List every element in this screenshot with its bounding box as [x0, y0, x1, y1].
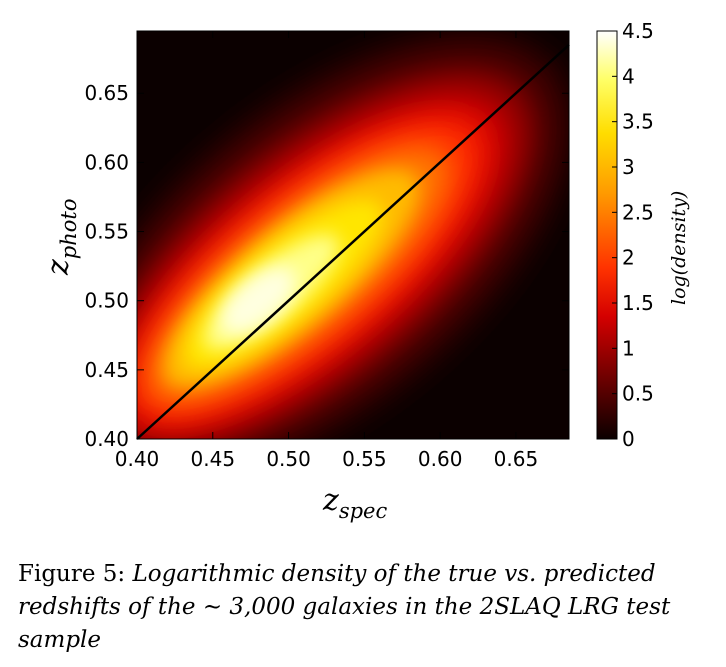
x-axis-label: zspec — [322, 483, 387, 523]
caption-text: Logarithmic density of the true vs. pred… — [18, 561, 671, 653]
colorbar-gradient — [596, 30, 618, 440]
y-tick-label: 0.55 — [84, 220, 129, 244]
y-axis-label-subscript: photo — [57, 198, 81, 259]
figure-caption: Figure 5: Logarithmic density of the tru… — [18, 558, 708, 657]
colorbar-ticks: 0 0.5 1 1.5 2 2.5 3 3.5 4 4.5 — [612, 19, 654, 451]
y-tick-label: 0.50 — [84, 289, 129, 313]
colorbar-label: log(density) — [668, 191, 690, 305]
plot-frame — [136, 30, 570, 440]
colorbar-tick-label: 3 — [622, 155, 635, 179]
caption-label: Figure 5: — [18, 561, 126, 587]
y-tick-label: 0.45 — [84, 358, 129, 382]
one-to-one-line — [136, 43, 570, 440]
x-tick-label: 0.60 — [418, 447, 463, 471]
x-tick-label: 0.40 — [115, 447, 160, 471]
colorbar-tick-label: 1 — [622, 336, 635, 360]
colorbar-tick-label: 1.5 — [622, 291, 654, 315]
x-axis-label-subscript: spec — [339, 499, 388, 523]
x-tick-label: 0.55 — [342, 447, 387, 471]
x-tick-label: 0.50 — [266, 447, 311, 471]
density-peak — [220, 267, 296, 334]
colorbar-tick-label: 4.5 — [622, 19, 654, 43]
colorbar-tick-label: 4 — [622, 64, 635, 88]
colorbar-tick-label: 0.5 — [622, 382, 654, 406]
colorbar-tick-label: 3.5 — [622, 110, 654, 134]
x-tick-label: 0.65 — [494, 447, 539, 471]
y-tick-label: 0.40 — [84, 427, 129, 451]
y-axis-ticks: 0.40 0.45 0.50 0.55 0.60 0.65 — [84, 81, 569, 451]
y-axis-label-main: z — [41, 259, 76, 276]
density-layer — [137, 33, 569, 439]
x-axis-ticks: 0.40 0.45 0.50 0.55 0.60 0.65 — [115, 31, 538, 471]
colorbar-tick-label: 0 — [622, 427, 635, 451]
x-tick-label: 0.45 — [191, 447, 236, 471]
y-axis-label: zphoto — [41, 198, 81, 276]
y-tick-label: 0.60 — [84, 150, 129, 174]
heatmap-figure: 0.40 0.45 0.50 0.55 0.60 0.65 0.40 0.45 0.50 0.5… — [41, 19, 690, 523]
y-tick-label: 0.65 — [84, 81, 129, 105]
colorbar-tick-label: 2 — [622, 246, 635, 270]
x-axis-label-main: z — [322, 483, 339, 518]
colorbar: 0 0.5 1 1.5 2 2.5 3 3.5 4 4.5 log(density) — [596, 19, 690, 451]
plot-area — [136, 30, 570, 440]
colorbar-tick-label: 2.5 — [622, 200, 654, 224]
